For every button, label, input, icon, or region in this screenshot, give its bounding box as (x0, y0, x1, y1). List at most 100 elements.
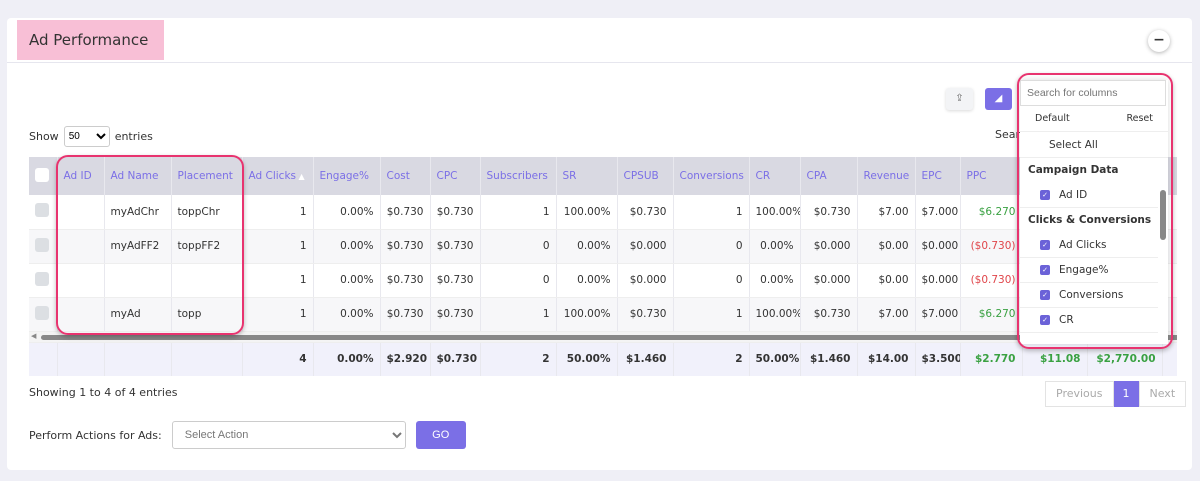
checkbox-checked-icon[interactable]: ✓ (1040, 315, 1050, 325)
column-toggle-item[interactable]: ✓ Ad Clicks (1020, 233, 1158, 258)
column-toggle-item[interactable]: ✓ Conversions (1020, 283, 1158, 308)
bulk-actions: Perform Actions for Ads: Select Action G… (29, 421, 466, 449)
table-cell: toppChr (171, 195, 243, 230)
page-1-button[interactable]: 1 (1113, 381, 1139, 407)
table-row: myAd topp 1 0.00% $0.730 $0.730 1 100.00% $0.730… (29, 297, 1177, 332)
ad-performance-card: Ad Performance − ⇪ ◢ Show 50 entries Sea… (7, 18, 1192, 470)
table-cell: $0.730 (430, 263, 481, 298)
row-checkbox[interactable] (35, 271, 49, 286)
table-cell: $0.000 (800, 263, 858, 298)
total-cell: 50.00% (556, 342, 618, 376)
table-row: 1 0.00% $0.730 $0.730 0 0.00% $0.000 0 0.00% $0.0… (29, 263, 1177, 298)
column-toggle-label: Conversions (1059, 289, 1124, 301)
column-header[interactable]: Ad Clicks ▲ (242, 157, 314, 195)
column-header[interactable]: Ad ID (57, 157, 105, 195)
table-cell (57, 195, 105, 230)
checkbox-checked-icon[interactable]: ✓ (1040, 240, 1050, 250)
table-cell: 0.00% (749, 263, 801, 298)
table-cell: $0.730 (430, 297, 481, 332)
column-header[interactable]: CPA (800, 157, 858, 195)
table-cell: 0 (480, 229, 557, 264)
row-checkbox[interactable] (35, 237, 49, 252)
table-cell: $0.730 (380, 229, 431, 264)
export-button[interactable]: ⇪ (946, 88, 973, 110)
column-header[interactable]: EPC (915, 157, 961, 195)
total-cell: $2.770 (960, 342, 1023, 376)
table-cell: 1 (242, 263, 314, 298)
table-cell: ($0.730) (960, 263, 1023, 298)
table-cell: 100.00% (749, 195, 801, 230)
column-toggle-item[interactable]: ✓ Ad ID (1020, 183, 1158, 208)
table-cell: 1 (242, 229, 314, 264)
column-header[interactable]: Conversions (673, 157, 750, 195)
column-header[interactable]: Subscribers (480, 157, 557, 195)
default-button[interactable]: Default (1035, 113, 1070, 124)
collapse-button[interactable]: − (1148, 30, 1170, 52)
total-cell: 2 (480, 342, 557, 376)
table-info: Showing 1 to 4 of 4 entries (29, 386, 178, 399)
reset-button[interactable]: Reset (1126, 113, 1153, 124)
table-cell (57, 263, 105, 298)
previous-button[interactable]: Previous (1045, 381, 1114, 407)
checkbox-checked-icon[interactable]: ✓ (1040, 190, 1050, 200)
table-cell: $0.000 (915, 229, 961, 264)
header-label: Ad Clicks (248, 170, 297, 182)
row-checkbox-cell[interactable] (29, 297, 58, 332)
column-header[interactable]: Placement (171, 157, 243, 195)
total-cell (29, 342, 58, 376)
column-header[interactable]: Cost (380, 157, 431, 195)
entries-select[interactable]: 50 (63, 126, 110, 147)
table-cell: 100.00% (556, 195, 618, 230)
column-header[interactable]: CR (749, 157, 801, 195)
total-cell (104, 342, 172, 376)
column-visibility-button[interactable]: ◢ (985, 88, 1012, 110)
go-button[interactable]: GO (415, 421, 466, 449)
checkbox-checked-icon[interactable]: ✓ (1040, 265, 1050, 275)
total-cell: $11.08 (1022, 342, 1088, 376)
column-header[interactable]: Revenue (857, 157, 916, 195)
panel-scrollbar[interactable] (1160, 176, 1166, 340)
table-cell: $0.730 (380, 195, 431, 230)
total-cell (57, 342, 105, 376)
table-cell: $0.00 (857, 263, 916, 298)
total-cell (171, 342, 243, 376)
columns-icon: ◢ (994, 93, 1003, 104)
total-cell: 3 (1162, 342, 1177, 376)
next-button[interactable]: Next (1138, 381, 1187, 407)
select-all-button[interactable]: Select All (1020, 132, 1168, 158)
column-header[interactable]: Ad Name (104, 157, 172, 195)
column-group-title: Clicks & Conversions (1028, 214, 1152, 226)
scrollbar-thumb[interactable] (41, 334, 1177, 340)
column-header[interactable]: CPSUB (617, 157, 674, 195)
horizontal-scrollbar[interactable]: ◀ (29, 331, 1177, 343)
table-cell: $0.730 (617, 195, 674, 230)
checkbox[interactable] (35, 167, 49, 182)
checkbox-checked-icon[interactable]: ✓ (1040, 290, 1050, 300)
table-cell: $0.730 (800, 297, 858, 332)
total-cell: 50.00% (749, 342, 801, 376)
scrollbar-track[interactable]: ◀ (29, 331, 1177, 343)
row-checkbox[interactable] (35, 203, 49, 218)
column-header[interactable]: PPC (960, 157, 1023, 195)
total-cell: $1.460 (617, 342, 674, 376)
table-cell (104, 263, 172, 298)
total-cell: 0.00% (313, 342, 381, 376)
column-toggle-item[interactable]: ✓ Engage% (1020, 258, 1158, 283)
column-header[interactable]: Engage% (313, 157, 381, 195)
column-search-input[interactable] (1020, 80, 1166, 106)
row-checkbox-cell[interactable] (29, 195, 58, 230)
row-checkbox-cell[interactable] (29, 229, 58, 264)
table-cell (57, 297, 105, 332)
table-cell: 0.00% (749, 229, 801, 264)
column-toggle-label: Engage% (1059, 264, 1109, 276)
table-row: myAdFF2 toppFF2 1 0.00% $0.730 $0.730 0 0.00% $0… (29, 229, 1177, 264)
column-header[interactable]: CPC (430, 157, 481, 195)
scroll-left-icon[interactable]: ◀ (31, 331, 37, 340)
column-toggle-item[interactable]: ✓ CR (1020, 308, 1158, 333)
column-header[interactable]: SR (556, 157, 618, 195)
actions-label: Perform Actions for Ads: (29, 428, 162, 442)
row-checkbox[interactable] (35, 305, 49, 320)
action-select[interactable]: Select Action (171, 421, 406, 449)
pagination: Previous 1 Next (1045, 381, 1187, 407)
row-checkbox-cell[interactable] (29, 263, 58, 298)
